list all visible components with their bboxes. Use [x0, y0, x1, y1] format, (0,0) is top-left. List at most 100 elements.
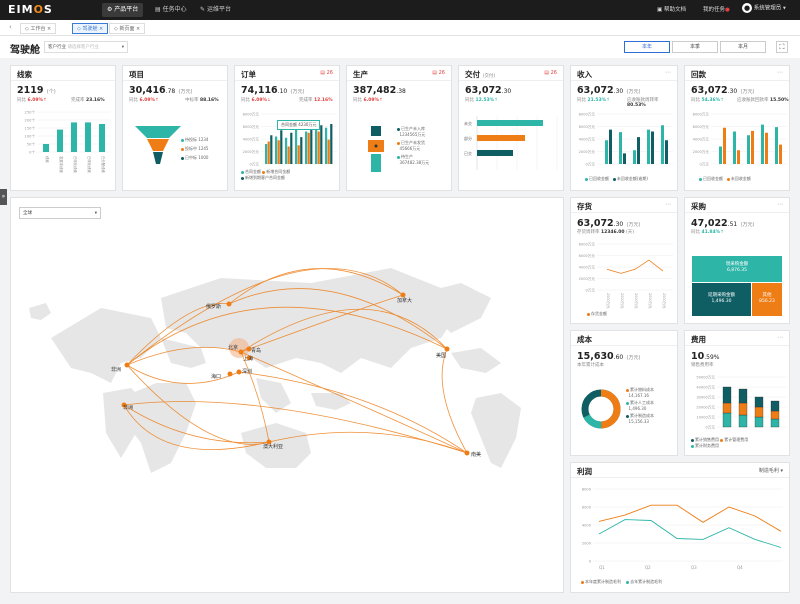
- world-map[interactable]: 俄罗斯 加拿大 美国 北京 青岛 上海 深圳 海口 非洲 非洲 澳大利亚 南美: [11, 198, 565, 594]
- y-tick-label: 6000万元: [243, 125, 260, 129]
- bar: [300, 137, 303, 164]
- y-tick-label: 4000: [582, 524, 592, 528]
- y-tick-label: 0个: [29, 150, 35, 155]
- period-year-button[interactable]: 本年: [624, 41, 670, 53]
- x-tick-label: 已分配线索: [101, 156, 106, 174]
- x-tick-label: 2000万元: [634, 293, 638, 309]
- tab-new-page[interactable]: ◇ 新页面 ×: [109, 23, 146, 34]
- cost-legend: 累计物料成本 14,167.16 累计人工成本 1,496.30 累计制造成本 …: [626, 387, 654, 424]
- card-yoy: 同比 6.09%↑: [353, 98, 383, 103]
- region-select[interactable]: 全球 ▾: [19, 207, 101, 219]
- y-tick-label: 250个: [25, 110, 36, 115]
- delivery-badge[interactable]: ▤ 26: [544, 70, 557, 76]
- order-badge[interactable]: ▤ 26: [320, 70, 333, 76]
- y-tick-label: 150个: [25, 126, 36, 131]
- y-tick-label: 6000万元: [579, 125, 596, 129]
- tab-workbench[interactable]: ◇ 工作台 ×: [20, 23, 57, 34]
- production-badge[interactable]: ▤ 26: [432, 70, 445, 76]
- y-tick-label: 4000万元: [579, 138, 596, 142]
- bar: [275, 136, 278, 164]
- card-ratio: 应收账款回款率 15.50%: [737, 98, 789, 103]
- x-tick-label: Q2: [645, 565, 651, 570]
- more-icon[interactable]: ⋯: [665, 69, 671, 76]
- card-title: 生产: [353, 70, 368, 79]
- bar: [723, 127, 726, 164]
- bar: [295, 129, 298, 164]
- my-tasks-link[interactable]: 我的任务●: [703, 7, 730, 13]
- card-order: 订单 ▤ 26 74,116.10 (万元) 同比 6.09%↓ 完成率 12.…: [234, 65, 340, 191]
- more-icon[interactable]: ⋯: [777, 334, 783, 341]
- sidebar-expand-icon[interactable]: »: [0, 189, 7, 205]
- bar: [310, 126, 313, 164]
- order-tooltip: 合同金额 4230万元: [277, 120, 321, 130]
- card-win-rate: 中标率 88.16%: [185, 98, 219, 103]
- bar-segment: [738, 402, 748, 416]
- bar: [733, 131, 736, 164]
- fullscreen-icon[interactable]: ⛶: [776, 41, 788, 53]
- more-icon[interactable]: ⋯: [665, 201, 671, 208]
- production-legend: 已生产未入库 1234565万元 已生产未发货 45666万元 待生产 3674…: [397, 126, 429, 165]
- period-quarter-button[interactable]: 本季: [672, 41, 718, 53]
- bar: [633, 150, 636, 164]
- cost-donut-chart: [581, 389, 621, 429]
- bar: [270, 135, 273, 164]
- bar: [623, 153, 626, 164]
- legend-item: 本年度累计制造毛利: [581, 579, 621, 584]
- y-tick-label: 0: [589, 560, 592, 564]
- card-title: 费用: [691, 335, 706, 344]
- card-yoy: 同比 12.53%↑: [465, 98, 498, 103]
- y-tick-label: 0万元: [700, 163, 710, 167]
- help-doc-link[interactable]: ▣ 帮助文档: [657, 7, 686, 13]
- city-label: 南美: [471, 451, 481, 458]
- city-label: 青岛: [251, 347, 261, 354]
- income-legend: 已回收金额 未回收金额(逾期): [585, 176, 648, 182]
- card-title: 回款: [691, 70, 706, 79]
- order-bar-chart: 8000万元 6000万元 4000万元 2000万元 0万元: [243, 113, 337, 167]
- income-bar-chart: 8000万元 6000万元 4000万元 2000万元 0万元: [579, 113, 673, 167]
- bar: [761, 124, 764, 164]
- city-label: 非洲: [111, 366, 121, 373]
- bar-segment: [722, 402, 732, 414]
- card-value: 74,116.10 (万元): [241, 85, 305, 96]
- y-tick-label: 2000万元: [579, 277, 596, 281]
- card-value: 63,072.30 (万元): [691, 85, 755, 96]
- nav-product-platform[interactable]: ⚙ 产品平台: [102, 3, 144, 17]
- bar: [307, 132, 310, 164]
- nav-ops-platform[interactable]: ✎ 运维平台: [200, 6, 231, 13]
- more-icon[interactable]: ⋯: [777, 201, 783, 208]
- more-icon[interactable]: ⋯: [777, 69, 783, 76]
- expense-legend: 累计销售费用 累计管理费用 累计财务费用: [691, 437, 748, 449]
- chevron-left-icon[interactable]: ‹: [9, 23, 12, 31]
- bar: [285, 137, 288, 164]
- bar: [665, 140, 668, 164]
- industry-select[interactable]: 客户行业 请选择客户行业 ▾: [44, 41, 128, 53]
- bar-segment: [722, 412, 732, 428]
- city-label: 非洲: [123, 404, 133, 411]
- legend-item: 新增到期客户合同金额: [241, 175, 285, 180]
- period-month-button[interactable]: 本月: [720, 41, 766, 53]
- card-stock: 存货 ⋯ 63,072.30 (万元) 存货周转率 12346.00 (天) 8…: [570, 197, 678, 324]
- page-header: 驾驶舱 客户行业 请选择客户行业 ▾ 本年 本季 本月 ⛶: [0, 36, 800, 58]
- profit-type-select[interactable]: 制造毛利 ▾: [758, 468, 783, 474]
- legend-item: 投标中 1245: [181, 144, 208, 153]
- y-tick-label: 50000万元: [696, 376, 715, 380]
- user-menu[interactable]: ● 系统管理员 ▾: [742, 3, 786, 13]
- bar-label: 未交: [464, 120, 472, 126]
- close-icon[interactable]: ×: [99, 26, 104, 32]
- bar: [71, 122, 77, 152]
- tab-cockpit[interactable]: ◇ 驾驶舱 ×: [72, 23, 109, 34]
- card-clue: 线索 2119 (个) 同比 6.09%↑ 完成率 23.16% 250个 200…: [10, 65, 116, 191]
- card-value: 63,072.30 (万元): [577, 85, 641, 96]
- legend-item: 新增合同金额: [262, 169, 290, 174]
- y-tick-label: 8000: [582, 488, 592, 492]
- logo[interactable]: EIMOS: [8, 3, 53, 16]
- legend-item: 待生产 367482.38万元: [397, 154, 429, 165]
- x-tick-label: 已转化线索: [87, 156, 92, 174]
- close-icon[interactable]: ×: [136, 26, 141, 32]
- card-done-rate: 完成率 12.16%: [299, 98, 333, 103]
- nav-task-center[interactable]: ▤ 任务中心: [155, 6, 187, 13]
- close-icon[interactable]: ×: [47, 26, 52, 32]
- treemap-block: 延期采购金额 1,496.30: [692, 283, 751, 316]
- payback-legend: 已回收金额 未回收金额: [699, 176, 751, 182]
